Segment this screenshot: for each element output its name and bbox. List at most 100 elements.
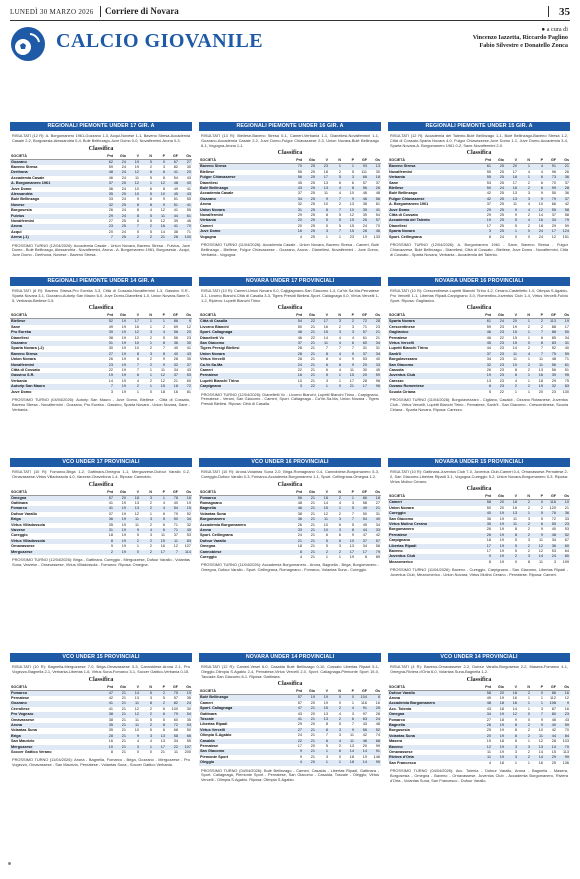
stat-cell: 14 [512,706,517,711]
stat-cell: 21 [303,373,316,379]
table-row: Città di Casalla 54 22 17 3 2 72 28 [199,318,381,325]
stat-cell: 0 [518,341,531,347]
stat-cell: 55 [544,207,557,214]
stat-cell: 6 [316,362,329,369]
stat-cell: 40 [564,346,569,351]
stat-cell: 61 [479,163,492,170]
stat-cell: 6 [342,341,355,347]
stat-cell: 2 [149,544,152,549]
table-row: San Giacomo 9 21 1 6 14 14 91 [199,749,381,755]
stat-cell: 43 [564,717,569,722]
stat-cell: 19 [114,528,127,534]
stat-cell: 13 [153,733,166,740]
table-header-row: SOCIETÀ Pnt Gio V N P GF Gs [199,157,381,165]
table-row: Briga 28 21 9 3 13 58 66 [10,733,192,740]
stat-cell: 21 [114,690,127,696]
table-row: Volantas Suna 38 21 12 2 7 50 31 [199,512,381,517]
column-header: V [316,157,329,165]
stat-cell: 21 [121,696,126,700]
table-row: Livorno Bianchi 50 21 16 2 3 71 23 [199,325,381,330]
panel-heading: VCO UNDER 17 PROVINCIALI [10,458,192,467]
stat-cell: 25 [499,213,504,218]
stat-cell: 6 [329,749,342,755]
stat-cell: 48 [375,722,380,727]
column-header: Pnt [479,157,492,165]
column-header: GF [166,488,179,496]
stat-cell: 6 [325,533,328,538]
stat-cell: 2 [527,527,530,532]
stat-cell: 114 [179,549,192,556]
stat-cell: 3 [338,733,341,738]
stat-cell: 51 [166,202,179,209]
column-header: SOCIETÀ [388,683,479,691]
stat-cell: 25 [310,234,315,239]
team-name: Juventus Club [388,373,479,379]
stat-cell: 5 [325,544,328,549]
stat-cell: 93 [355,163,368,170]
stat-cell: 19 [101,373,114,379]
table-row: Accademia del Talento 19 25 5 4 16 34 79 [388,218,570,224]
stat-cell: 2 [518,186,531,192]
stat-cell: 0 [338,700,341,705]
stat-cell: 36 [544,543,557,550]
stat-cell: 21 [121,728,126,733]
team-name: Cureggio [388,511,479,517]
table-row: A. Borgomanero 1961 37 25 11 4 10 66 42 [388,202,570,207]
stat-cell: 30 [108,346,113,351]
stat-cell: 13 [368,163,381,170]
stat-cell: 19 [114,330,127,336]
stat-cell: 69 [173,324,178,329]
stat-cell: 37 [486,202,491,207]
stat-cell: 68 [368,738,381,745]
stat-cell: 45 [166,192,179,198]
stat-cell: 8 [488,559,491,564]
stat-cell: 19 [492,744,505,751]
team-name: Volantas Suna [388,733,479,740]
stat-cell: 19 [121,335,126,340]
stat-cell: 20 [310,722,315,727]
stat-cell: 9 [514,717,517,722]
stat-cell: 9 [557,701,570,707]
stat-cell: 13 [160,739,165,744]
table-row: Verbania 55 25 18 1 6 73 36 [388,175,570,181]
stat-cell: 24 [121,229,126,234]
stat-cell: 6 [153,528,166,534]
stat-cell: 19 [512,324,517,329]
stat-cell: 8 [162,186,165,191]
stat-cell: 23 [499,324,504,329]
column-header: SOCIETÀ [10,152,101,160]
stat-cell: 3 [140,330,153,336]
stat-cell: 19 [114,373,127,379]
stat-cell: 3 [540,706,543,711]
table-row: Oleggio 4 20 1 1 18 14 99 [199,760,381,766]
stat-cell: 79 [544,196,557,203]
stat-cell: 19 [499,549,504,554]
stat-cell: 54 [290,318,303,325]
stat-cell: 54 [355,517,368,523]
table-row: Juve Domo 36 24 10 6 8 49 41 [10,187,192,192]
stat-cell: 19 [492,755,505,761]
team-name: Biellese [10,318,101,325]
stat-cell: 11 [505,522,518,528]
stat-cell: 25 [303,218,316,224]
stat-cell: 15 [505,341,518,347]
stat-cell: 2 [140,712,153,718]
stat-cell: 39 [362,213,367,218]
stat-cell: 3 [479,229,492,235]
stat-cell: 4 [540,169,543,174]
stat-cell: 19 [499,559,504,564]
stat-cell: 23 [101,362,114,369]
stat-cell: 71 [173,522,178,527]
stat-cell: 27 [290,727,303,734]
stat-cell: 23 [557,712,570,718]
column-header: P [153,152,166,160]
table-row: Gozzano 62 24 19 5 0 67 27 [10,159,192,165]
stat-cell: 45 [375,368,380,373]
stat-cell: 15 [179,506,192,512]
standings-table: SOCIETÀ Pnt Gio V N P GF Gs Baveno Stresa 70 25 23 1… [199,157,381,240]
stat-cell: 47 [101,690,114,696]
column-header: Gio [114,312,127,320]
stat-cell: 3 [338,544,341,549]
stat-cell: 15 [316,330,329,336]
column-header: SOCIETÀ [199,688,290,696]
